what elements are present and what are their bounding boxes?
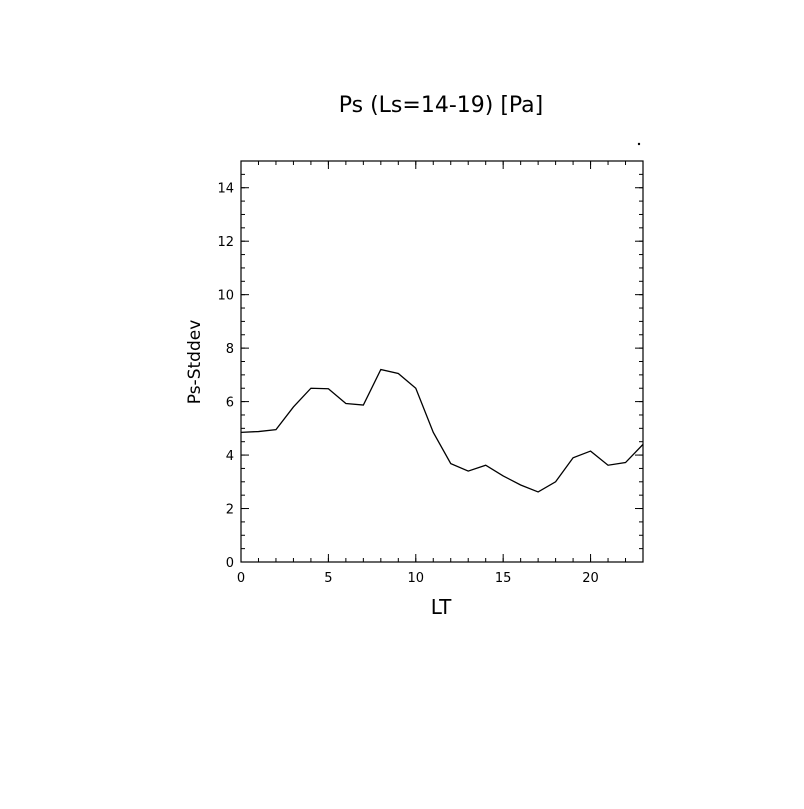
x-tick-label: 15 xyxy=(495,571,512,586)
corner-dot xyxy=(637,142,641,146)
series-line xyxy=(240,368,644,493)
y-tick-label: 14 xyxy=(217,182,234,197)
plot-frame xyxy=(240,160,644,563)
axes xyxy=(240,160,644,563)
ticks xyxy=(240,160,644,563)
x-tick-label: 5 xyxy=(324,571,332,586)
y-axis-label: Ps-Stddev xyxy=(185,320,205,405)
y-tick-label: 2 xyxy=(226,503,234,518)
x-tick-label: 20 xyxy=(582,571,599,586)
x-tick-label: 0 xyxy=(237,571,245,586)
y-tick-label: 10 xyxy=(217,289,234,304)
x-tick-label: 10 xyxy=(408,571,425,586)
tick-labels: 0 5 10 15 20 0 2 4 6 8 10 12 14 xyxy=(217,182,598,586)
chart-title: Ps (Ls=14-19) [Pa] xyxy=(339,93,544,118)
series xyxy=(240,368,644,493)
y-tick-label: 12 xyxy=(217,235,234,250)
y-tick-label: 8 xyxy=(226,342,234,357)
y-tick-label: 4 xyxy=(226,449,234,464)
x-axis-label: LT xyxy=(431,595,452,619)
y-tick-label: 6 xyxy=(226,396,234,411)
y-tick-label: 0 xyxy=(226,556,234,571)
